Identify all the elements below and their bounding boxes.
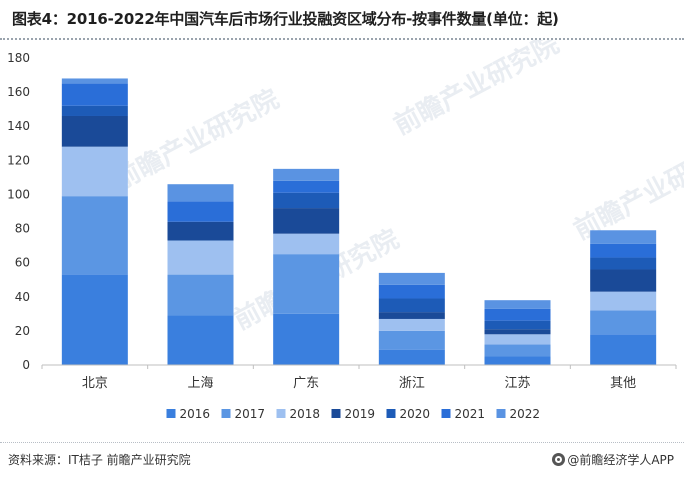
bar-segment (61, 274, 128, 365)
y-tick-label: 180 (7, 51, 30, 65)
bar-segment (273, 168, 340, 181)
legend-swatch (441, 409, 451, 418)
x-tick-label: 北京 (82, 376, 108, 391)
legend-label: 2022 (510, 407, 541, 421)
y-tick-label: 120 (7, 153, 30, 167)
bar-segment (61, 78, 128, 84)
x-axis: 北京 上海 广东 浙江 江苏 其他 (41, 364, 677, 391)
bar-segment (484, 308, 551, 321)
bar-segment (61, 105, 128, 116)
bar-segment (61, 146, 128, 197)
bar-segment (484, 329, 551, 335)
bar-segment (590, 243, 657, 258)
bar-segment (167, 315, 234, 365)
legend-label: 2021 (455, 407, 486, 421)
y-tick-label: 140 (7, 119, 30, 133)
legend-swatch (386, 409, 396, 418)
title-divider (0, 38, 684, 40)
y-tick-label: 20 (15, 324, 30, 338)
watermark-text: 前瞻产业研究院 (389, 40, 564, 141)
bar-segment (484, 344, 551, 357)
bar-segment (167, 274, 234, 316)
x-tick-label: 其他 (610, 376, 636, 391)
x-tick-label: 广东 (293, 376, 319, 391)
bar-segment (167, 221, 234, 241)
bar-segment (590, 310, 657, 335)
legend: 2016 2017 2018 2019 2020 2021 2022 (166, 407, 541, 421)
y-axis: 0 20 40 60 80 100 120 140 160 180 (7, 51, 30, 372)
stacked-bar-chart: 前瞻产业研究院前瞻产业研究院前瞻产业研究院前瞻产业研究院 02040608010… (7, 40, 684, 421)
brand-logo-icon (552, 453, 566, 466)
legend-swatch (166, 409, 176, 418)
y-tick-label: 80 (15, 222, 30, 236)
y-tick-label: 100 (7, 187, 30, 201)
y-tick-label: 40 (15, 290, 30, 304)
bar-segment (167, 184, 234, 202)
legend-label: 2018 (290, 407, 321, 421)
watermark-text: 前瞻产业研究院 (569, 133, 684, 246)
bar-segment (61, 83, 128, 106)
legend-label: 2016 (180, 407, 211, 421)
bar-segment (484, 300, 551, 309)
bar-segment (273, 254, 340, 314)
source-divider (0, 442, 684, 443)
bar-segment (273, 208, 340, 234)
bar-segment (484, 320, 551, 330)
y-tick-label: 160 (7, 85, 30, 99)
bar-segment (378, 312, 445, 319)
y-tick-label: 0 (22, 358, 30, 372)
bar-segment (273, 192, 340, 209)
bar-segment (167, 201, 234, 222)
bar-segment (61, 196, 128, 275)
bar-segment (378, 272, 445, 285)
bar-segment (273, 313, 340, 365)
bar-segment (378, 298, 445, 313)
brand-credit: @前瞻经济学人APP (552, 451, 674, 468)
bar-segment (590, 269, 657, 292)
bar-segment (167, 240, 234, 275)
bar-segment (590, 334, 657, 365)
legend-label: 2017 (235, 407, 266, 421)
watermark-text: 前瞻产业研究院 (109, 83, 284, 196)
y-tick-label: 60 (15, 256, 30, 270)
bar-segment (273, 180, 340, 193)
x-tick-label: 浙江 (399, 376, 425, 391)
bar-segment (378, 318, 445, 331)
source-note: 资料来源：IT桔子 前瞻产业研究院 (8, 453, 191, 467)
x-tick-label: 江苏 (504, 375, 530, 391)
legend-label: 2019 (345, 407, 376, 421)
chart-title: 图表4：2016-2022年中国汽车后市场行业投融资区域分布-按事件数量(单位：… (12, 10, 559, 28)
legend-swatch (221, 409, 231, 418)
bar-segment (590, 291, 657, 311)
bar-segment (378, 349, 445, 365)
bar-segment (484, 334, 551, 345)
legend-label: 2020 (400, 407, 431, 421)
bars-layer (61, 78, 657, 365)
legend-swatch (331, 409, 341, 418)
bar-segment (590, 257, 657, 270)
bar-segment (484, 356, 551, 365)
legend-swatch (496, 409, 506, 418)
bar-segment (378, 330, 445, 350)
bar-segment (273, 233, 340, 255)
bar-segment (378, 284, 445, 299)
legend-swatch (276, 409, 286, 418)
bar-segment (590, 230, 657, 244)
bar-segment (61, 115, 128, 147)
brand-text: @前瞻经济学人APP (567, 453, 674, 467)
x-tick-label: 上海 (187, 376, 213, 391)
